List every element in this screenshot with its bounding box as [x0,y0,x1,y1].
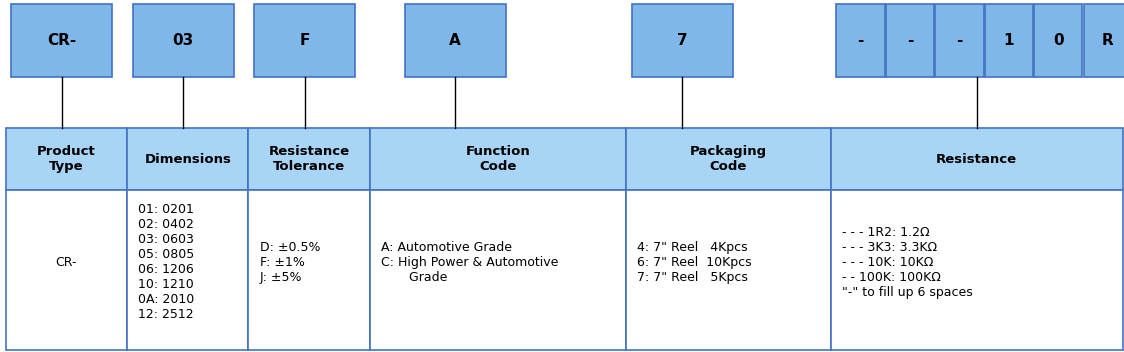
Text: -: - [907,33,913,48]
Text: -: - [957,33,962,48]
Bar [370,190,626,350]
Bar [626,128,831,190]
Text: 4: 7" Reel   4Kpcs
6: 7" Reel  10Kpcs
7: 7" Reel   5Kpcs: 4: 7" Reel 4Kpcs 6: 7" Reel 10Kpcs 7: 7"… [637,241,752,284]
Text: Function
Code: Function Code [465,145,531,173]
Text: 01: 0201
02: 0402
03: 0603
05: 0805
06: 1206
10: 1210
0A: 2010
12: 2512: 01: 0201 02: 0402 03: 0603 05: 0805 06: … [138,203,194,321]
Bar [133,4,234,77]
Text: Product
Type: Product Type [37,145,96,173]
Bar [6,190,127,350]
Bar [632,4,733,77]
Text: Resistance
Tolerance: Resistance Tolerance [269,145,350,173]
Text: D: ±0.5%
F: ±1%
J: ±5%: D: ±0.5% F: ±1% J: ±5% [260,241,320,284]
Text: 7: 7 [677,33,688,48]
Bar [248,190,370,350]
Bar [127,128,248,190]
Bar [626,190,831,350]
Bar [254,4,355,77]
Bar [836,4,885,77]
Text: Resistance: Resistance [936,153,1017,166]
Bar [831,128,1123,190]
Text: A: A [450,33,461,48]
Text: - - - 1R2: 1.2Ω
- - - 3K3: 3.3KΩ
- - - 10K: 10KΩ
- - 100K: 100KΩ
"-" to fill up : - - - 1R2: 1.2Ω - - - 3K3: 3.3KΩ - - - 1… [842,226,972,298]
Text: Dimensions: Dimensions [144,153,232,166]
Bar [935,4,984,77]
Bar [1084,4,1124,77]
Bar [11,4,112,77]
Bar [6,128,127,190]
Bar [1034,4,1082,77]
Text: F: F [299,33,310,48]
Bar [127,190,248,350]
Bar [370,128,626,190]
Bar [831,190,1123,350]
Text: A: Automotive Grade
C: High Power & Automotive
       Grade: A: Automotive Grade C: High Power & Auto… [381,241,559,284]
Text: Packaging
Code: Packaging Code [690,145,767,173]
Text: -: - [858,33,863,48]
Text: CR-: CR- [55,256,78,269]
Bar [886,4,934,77]
Text: 0: 0 [1053,33,1063,48]
Text: R: R [1102,33,1114,48]
Text: 1: 1 [1004,33,1014,48]
Bar [405,4,506,77]
Text: CR-: CR- [47,33,76,48]
Bar [248,128,370,190]
Text: 03: 03 [173,33,193,48]
Bar [985,4,1033,77]
